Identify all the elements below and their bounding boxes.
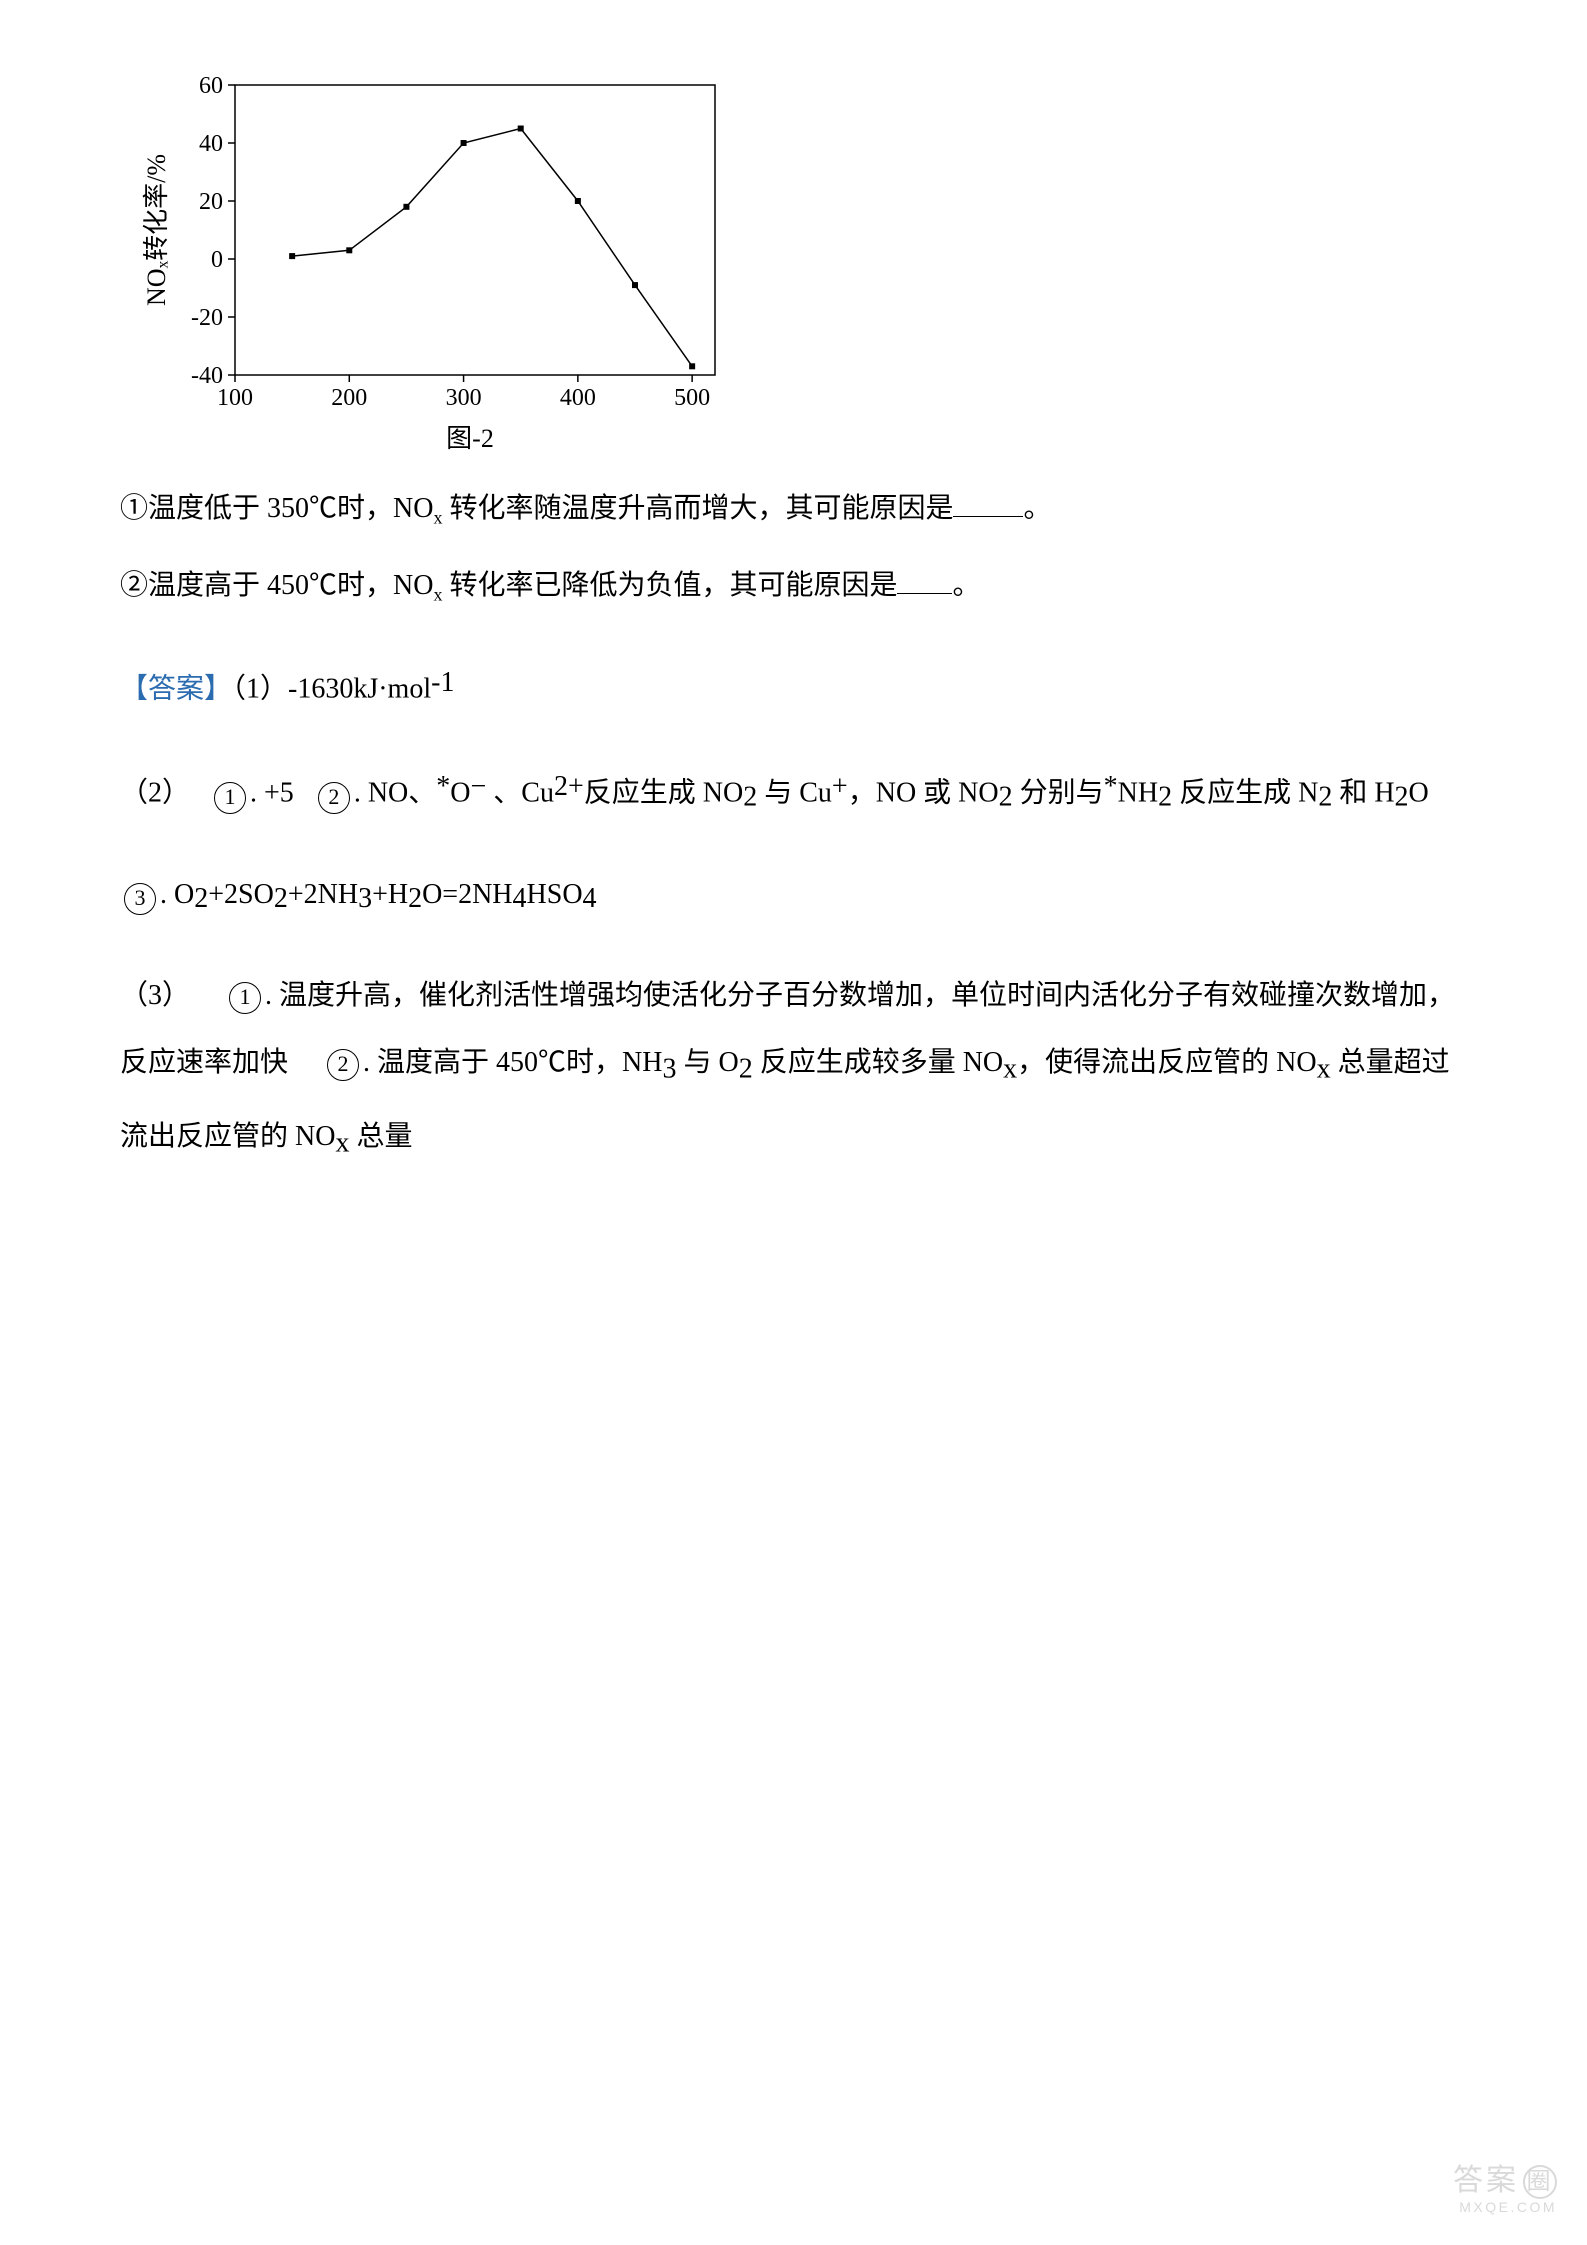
watermark-bottom: MXQE.COM xyxy=(1453,2199,1557,2215)
ans2-circled-2: 2 xyxy=(318,782,350,814)
ans2c3-prefix: . O xyxy=(160,879,194,910)
ans2-mid4: ，NO 或 NO xyxy=(848,777,999,808)
ans2c3-t2: +2NH xyxy=(288,879,358,910)
answer-3: （3） 1. 温度升高，催化剂活性增强均使活化分子百分数增加，单位时间内活化分子… xyxy=(120,962,1467,1177)
ans3-nox2: x xyxy=(1317,1054,1331,1085)
q1-blank xyxy=(953,489,1023,517)
ans3-c2-prefix: . 温度高于 450℃时，NH xyxy=(363,1047,662,1078)
ans2-c1-text: . +5 xyxy=(250,777,294,808)
question-1: ①温度低于 350℃时，NOx 转化率随温度升高而增大，其可能原因是。 xyxy=(120,475,1467,542)
ans2-mid7: 和 H xyxy=(1332,777,1394,808)
svg-text:20: 20 xyxy=(199,189,223,215)
ans2c3-t1: +2SO xyxy=(208,879,274,910)
ans3-nox3: x xyxy=(335,1128,349,1159)
ans2-c2-prefix: . NO、 xyxy=(354,777,436,808)
ans2-no2-sub: 2 xyxy=(743,781,757,812)
ans2-circled-3: 3 xyxy=(124,883,156,915)
ans2-end: O xyxy=(1409,777,1429,808)
ans2-nh-star: * xyxy=(1104,771,1118,802)
ans2c3-so2: 2 xyxy=(274,883,288,914)
q1-prefix: ①温度低于 350℃时，NO xyxy=(120,493,433,524)
ans2-o: O xyxy=(450,777,470,808)
ans3-mid2: 反应生成较多量 NO xyxy=(753,1047,1003,1078)
ans3-mid3: ，使得流出反应管的 NO xyxy=(1017,1047,1316,1078)
ans2-cu2p: 2+ xyxy=(554,771,584,802)
ans3-nox1: x xyxy=(1003,1054,1017,1085)
ans2-circled-1: 1 xyxy=(214,782,246,814)
chart-caption: 图-2 xyxy=(190,418,750,455)
ans2c3-nh4: 4 xyxy=(513,883,527,914)
answer-1: 【答案】（1）-1630kJ·mol-1 xyxy=(120,649,1467,723)
ans2c3-t4: O=2NH xyxy=(422,879,512,910)
ans2-mid5: 分别与 xyxy=(1013,777,1104,808)
watermark: 答案圈 MXQE.COM xyxy=(1453,2155,1557,2215)
chart-svg: 100200300400500-40-200204060温度/℃NOₓ转化率/% xyxy=(140,70,740,410)
ans2-prefix: （2） xyxy=(120,777,190,808)
q1-suffix: 转化率随温度升高而增大，其可能原因是 xyxy=(442,493,953,524)
ans3-prefix: （3） xyxy=(120,980,190,1011)
ans2c3-t5: HSO xyxy=(527,879,583,910)
ans2-nh: NH xyxy=(1118,777,1158,808)
ans3-end: 总量 xyxy=(349,1121,412,1152)
ans3-nh3: 3 xyxy=(662,1054,676,1085)
svg-text:40: 40 xyxy=(199,131,223,157)
ans1-sup: -1 xyxy=(431,667,454,698)
ans2c3-hso4: 4 xyxy=(583,883,597,914)
watermark-text: 答案 xyxy=(1453,2164,1519,2197)
svg-text:300: 300 xyxy=(446,385,482,410)
q2-prefix: ②温度高于 450℃时，NO xyxy=(120,570,433,601)
ans2-nh-sub: 2 xyxy=(1158,781,1172,812)
svg-text:500: 500 xyxy=(674,385,710,410)
ans2-mid1: 、Cu xyxy=(486,777,554,808)
watermark-circle-icon: 圈 xyxy=(1523,2165,1557,2199)
ans2c3-o2: 2 xyxy=(194,883,208,914)
ans2c3-t3: +H xyxy=(372,879,408,910)
ans2c3-nh3: 3 xyxy=(358,883,372,914)
svg-text:-20: -20 xyxy=(191,305,223,331)
ans2-cup: + xyxy=(832,771,848,802)
answer-2: （2） 1. +5 2. NO、*O− 、Cu2+反应生成 NO2 与 Cu+，… xyxy=(120,753,1467,831)
ans3-o2: 2 xyxy=(739,1054,753,1085)
ans2c3-h2o: 2 xyxy=(408,883,422,914)
chart-container: 100200300400500-40-200204060温度/℃NOₓ转化率/%… xyxy=(140,70,1467,455)
q2-end: 。 xyxy=(952,570,980,601)
ans2-o-star: * xyxy=(436,771,450,802)
svg-text:0: 0 xyxy=(211,247,223,273)
ans3-circled-2: 2 xyxy=(327,1049,359,1081)
ans1-text: （1）-1630kJ·mol xyxy=(232,674,431,705)
ans2-n2-sub: 2 xyxy=(1318,781,1332,812)
ans2-no2b-sub: 2 xyxy=(999,781,1013,812)
ans2-o-charge: − xyxy=(471,771,487,802)
question-2: ②温度高于 450℃时，NOx 转化率已降低为负值，其可能原因是。 xyxy=(120,552,1467,619)
ans2-mid6: 反应生成 N xyxy=(1172,777,1318,808)
svg-text:-40: -40 xyxy=(191,363,223,389)
ans2-mid2: 反应生成 NO xyxy=(584,777,743,808)
svg-text:60: 60 xyxy=(199,73,223,99)
ans3-mid1: 与 O xyxy=(676,1047,738,1078)
q1-end: 。 xyxy=(1023,493,1051,524)
answer-label: 【答案】 xyxy=(120,674,232,705)
svg-text:200: 200 xyxy=(331,385,367,410)
svg-text:400: 400 xyxy=(560,385,596,410)
ans2-mid3: 与 Cu xyxy=(757,777,832,808)
watermark-top: 答案圈 xyxy=(1453,2155,1557,2199)
q2-suffix: 转化率已降低为负值，其可能原因是 xyxy=(442,570,897,601)
q2-blank xyxy=(897,566,952,594)
svg-text:NOₓ转化率/%: NOₓ转化率/% xyxy=(142,154,171,306)
ans3-circled-1: 1 xyxy=(229,982,261,1014)
ans2-h2o-sub: 2 xyxy=(1395,781,1409,812)
answer-2b: 3. O2+2SO2+2NH3+H2O=2NH4HSO4 xyxy=(120,861,1467,932)
